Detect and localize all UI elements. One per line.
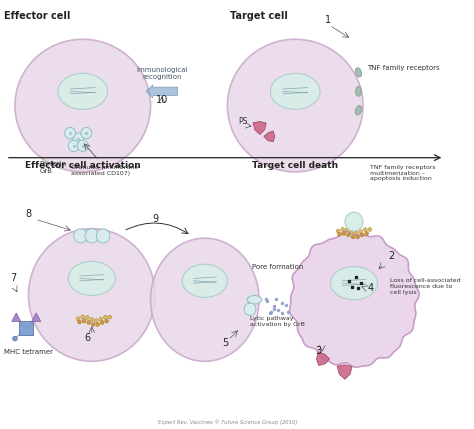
- Ellipse shape: [68, 261, 115, 296]
- Circle shape: [346, 228, 349, 232]
- Circle shape: [345, 212, 363, 231]
- Text: TNF family receptors
multimerization –
apoptosis induction: TNF family receptors multimerization – a…: [370, 165, 436, 181]
- Text: Perforin
GrB: Perforin GrB: [40, 161, 67, 175]
- Circle shape: [356, 235, 359, 239]
- Circle shape: [74, 229, 87, 243]
- Ellipse shape: [182, 264, 228, 297]
- Text: TNF family receptors: TNF family receptors: [367, 65, 440, 71]
- Ellipse shape: [228, 39, 363, 172]
- Text: PS: PS: [239, 117, 248, 126]
- Polygon shape: [317, 352, 329, 366]
- Text: Effector cell activation: Effector cell activation: [25, 161, 141, 170]
- Circle shape: [360, 233, 364, 237]
- Polygon shape: [32, 313, 41, 321]
- Circle shape: [96, 229, 110, 243]
- Circle shape: [244, 303, 256, 315]
- Circle shape: [77, 140, 88, 151]
- Polygon shape: [253, 121, 266, 134]
- Polygon shape: [12, 313, 21, 321]
- Text: 2: 2: [388, 251, 394, 262]
- FancyArrow shape: [146, 85, 178, 98]
- Circle shape: [13, 336, 17, 341]
- Polygon shape: [337, 365, 352, 379]
- Circle shape: [90, 317, 93, 321]
- Text: MHC tetramer: MHC tetramer: [4, 349, 53, 355]
- Circle shape: [96, 323, 100, 326]
- Ellipse shape: [356, 87, 362, 96]
- Text: Target cell death: Target cell death: [252, 161, 338, 170]
- Circle shape: [108, 315, 112, 319]
- Text: Loss of cell-associated
fluorescence due to
cell lysis: Loss of cell-associated fluorescence due…: [390, 278, 461, 295]
- Polygon shape: [264, 131, 275, 142]
- Text: 8: 8: [25, 209, 31, 219]
- Text: Effector cell: Effector cell: [4, 11, 70, 21]
- Ellipse shape: [270, 73, 320, 109]
- Circle shape: [91, 323, 95, 326]
- Circle shape: [103, 315, 107, 319]
- Ellipse shape: [330, 266, 377, 300]
- Polygon shape: [290, 231, 419, 367]
- Circle shape: [81, 315, 84, 319]
- Circle shape: [351, 235, 355, 239]
- Ellipse shape: [28, 229, 155, 361]
- Ellipse shape: [58, 73, 108, 109]
- Circle shape: [368, 227, 372, 231]
- Ellipse shape: [356, 106, 362, 115]
- Text: Lytic pathway
activation by GrB: Lytic pathway activation by GrB: [250, 316, 305, 327]
- Text: Granules (membrane-
associated CD107): Granules (membrane- associated CD107): [72, 165, 141, 175]
- Text: Target cell: Target cell: [230, 11, 288, 21]
- Text: 3: 3: [316, 346, 322, 356]
- Circle shape: [355, 231, 358, 235]
- Text: 1: 1: [325, 15, 331, 25]
- Circle shape: [359, 230, 363, 233]
- Circle shape: [342, 232, 346, 236]
- Circle shape: [337, 229, 340, 233]
- Text: 9: 9: [152, 214, 158, 224]
- Text: 7: 7: [10, 273, 17, 283]
- Circle shape: [350, 230, 354, 234]
- Polygon shape: [19, 321, 33, 335]
- Circle shape: [364, 228, 367, 232]
- Circle shape: [85, 229, 99, 243]
- Circle shape: [105, 319, 109, 323]
- Circle shape: [73, 133, 83, 145]
- Circle shape: [100, 320, 104, 324]
- Circle shape: [99, 317, 103, 321]
- Ellipse shape: [356, 68, 362, 77]
- Circle shape: [337, 233, 341, 236]
- Circle shape: [82, 319, 86, 323]
- Text: Immunological
recognition: Immunological recognition: [136, 66, 188, 79]
- Circle shape: [347, 233, 350, 237]
- Text: 10: 10: [156, 95, 168, 105]
- Text: 5: 5: [222, 338, 228, 348]
- Text: Expert Rev. Vaccines © Future Science Group (2010): Expert Rev. Vaccines © Future Science Gr…: [158, 419, 297, 425]
- Circle shape: [81, 127, 92, 139]
- Circle shape: [64, 127, 75, 139]
- Circle shape: [78, 320, 82, 324]
- Text: 6: 6: [84, 333, 91, 344]
- Circle shape: [341, 227, 345, 231]
- Ellipse shape: [15, 39, 151, 172]
- Circle shape: [94, 319, 98, 323]
- Circle shape: [87, 320, 91, 324]
- Circle shape: [85, 315, 89, 319]
- Circle shape: [68, 140, 79, 151]
- Circle shape: [76, 317, 80, 320]
- Text: 4: 4: [367, 283, 374, 293]
- Text: Pore formation: Pore formation: [252, 264, 304, 270]
- Ellipse shape: [247, 296, 262, 304]
- Ellipse shape: [151, 238, 259, 361]
- Circle shape: [365, 232, 368, 236]
